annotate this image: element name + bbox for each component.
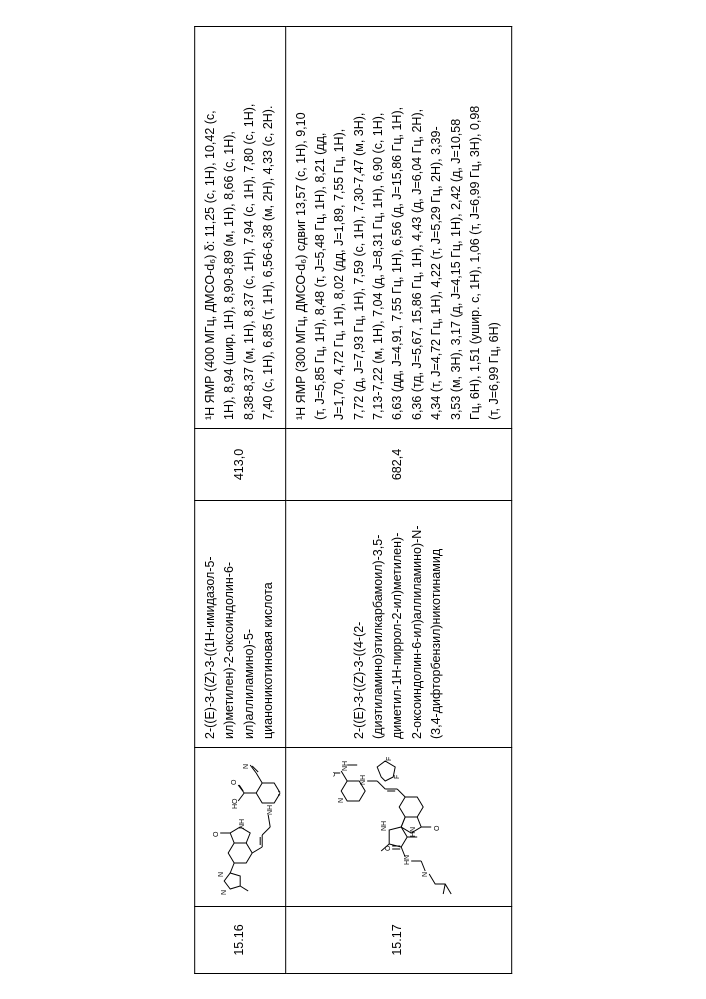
svg-text:HO: HO (232, 797, 239, 808)
svg-text:N: N (218, 871, 225, 876)
name-line: ил)метилен)-2-оксоиндолин-6- (221, 509, 240, 739)
svg-text:N: N (243, 763, 250, 768)
svg-text:N: N (422, 872, 429, 877)
cell-mass: 413,0 (195, 428, 286, 500)
molecule-structure-icon: N HN O NH (333, 754, 463, 899)
cell-structure: N HN O NH (285, 747, 511, 906)
svg-text:F: F (386, 757, 393, 761)
svg-text:N: N (278, 790, 280, 795)
cell-name: 2-((E)-3-((Z)-3-((1H-имидазол-5- ил)мети… (195, 500, 286, 747)
rotated-table-wrapper: { "rows": [ { "id": "15.16", "name_lines… (194, 26, 512, 974)
nmr-line: 1H), 8,94 (шир, 1H), 8,90-8,89 (м, 1H), … (221, 35, 240, 420)
svg-text:O: O (434, 825, 441, 831)
nmr-line: ¹Н ЯМР (400 МГц, ДМСО-d₆) δ: 11,25 (с, 1… (201, 35, 220, 420)
cell-id: 15.17 (285, 906, 511, 973)
nmr-line: Гц, 6H), 1,51 (ушир. с, 1H), 1,06 (т, J=… (466, 35, 485, 420)
svg-text:F: F (394, 775, 401, 779)
name-line: цианоникотиновая кислота (259, 509, 278, 739)
nmr-line: 3,53 (м, 3H), 3,17 (д, J=4,15 Гц, 1H), 2… (447, 35, 466, 420)
cell-mass: 682,4 (285, 428, 511, 500)
cell-id: 15.16 (195, 906, 286, 973)
row-id: 15.17 (391, 924, 405, 955)
svg-text:O: O (333, 771, 337, 777)
nmr-line: 7,72 (д, J=7,93 Гц, 1H), 7,59 (с, 1H), 7… (350, 35, 369, 420)
name-line: 2-((E)-3-((Z)-3-((1H-имидазол-5- (201, 509, 220, 739)
nmr-line: 6,63 (дд, J=4,91, 7,55 Гц, 1H), 6,56 (д,… (389, 35, 408, 420)
svg-text:O: O (231, 779, 238, 785)
nmr-line: 7,13-7,22 (м, 1H), 7,04 (д, J=8,31 Гц, 1… (369, 35, 388, 420)
name-line: 2-оксоиндолин-6-ил)аллиламино)-N- (408, 509, 427, 739)
row-id: 15.16 (232, 924, 246, 955)
svg-text:N: N (221, 889, 228, 894)
cell-nmr: ¹Н ЯМР (300 МГц, ДМСО-d₆) сдвиг 13,57 (с… (285, 26, 511, 428)
nmr-line: (т, J=6,99 Гц, 6H) (485, 35, 504, 420)
svg-text:N: N (338, 798, 345, 803)
svg-text:NH: NH (360, 775, 367, 785)
svg-text:O: O (385, 845, 392, 851)
cell-nmr: ¹Н ЯМР (400 МГц, ДМСО-d₆) δ: 11,25 (с, 1… (195, 26, 286, 428)
nmr-line: 6,36 (тд, J=5,67, 15,86 Гц, 1H), 4,43 (д… (408, 35, 427, 420)
svg-text:O: O (213, 831, 220, 837)
name-line: (диэтиламино)этилкарбамоил)-3,5- (369, 509, 388, 739)
nmr-line: 7,40 (с, 1H), 6,85 (т, 1H), 6,56-6,38 (м… (259, 35, 278, 420)
svg-text:NH: NH (381, 821, 388, 831)
nmr-line: 4,34 (т, J=4,72 Гц, 1H), 4,22 (т, J=5,29… (427, 35, 446, 420)
nmr-line: J=1,70, 4,72 Гц, 1H), 8,02 (дд, J=1,89, … (330, 35, 349, 420)
nmr-line: 8,38-8,37 (м, 1H), 8,37 (с, 1H), 7,94 (с… (240, 35, 259, 420)
name-line: ил)аллиламино)-5- (240, 509, 259, 739)
svg-text:NH: NH (239, 818, 246, 828)
svg-text:HN: HN (410, 827, 417, 837)
table-row: 15.16 N N O (195, 26, 286, 973)
cell-name: 2-((E)-3-((Z)-3-((4-(2- (диэтиламино)эти… (285, 500, 511, 747)
svg-text:NH: NH (267, 804, 274, 814)
table-row: 15.17 N HN O (285, 26, 511, 973)
mass-value: 682,4 (391, 448, 405, 479)
mass-value: 413,0 (232, 448, 246, 479)
data-table: 15.16 N N O (194, 26, 512, 974)
molecule-structure-icon: N N O NH (200, 757, 280, 897)
nmr-line: (т, J=5,85 Гц, 1H), 8,48 (т, J=5,48 Гц, … (311, 35, 330, 420)
name-line: диметил-1H-пиррол-2-ил)метилен)- (389, 509, 408, 739)
name-line: (3,4-дифторбензил)никотинамид (427, 509, 446, 739)
nmr-line: ¹Н ЯМР (300 МГц, ДМСО-d₆) сдвиг 13,57 (с… (292, 35, 311, 420)
cell-structure: N N O NH (195, 747, 286, 906)
name-line: 2-((E)-3-((Z)-3-((4-(2- (350, 509, 369, 739)
